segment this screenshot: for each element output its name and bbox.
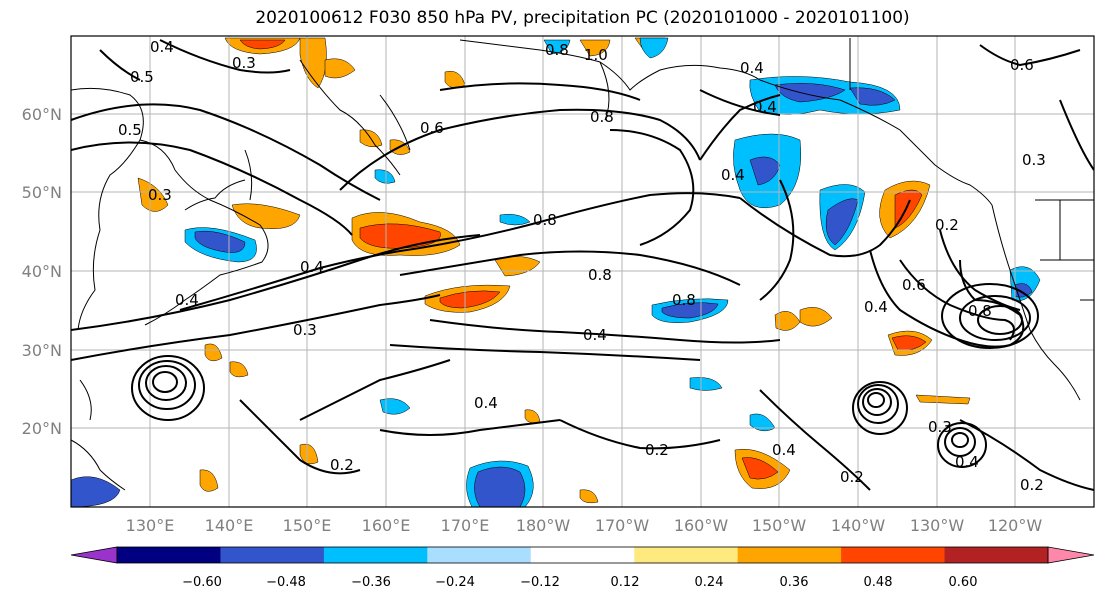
contour-label: 0.4 <box>175 291 199 309</box>
contour-label: 0.5 <box>118 121 142 139</box>
colorbar-tick-label: 0.36 <box>780 575 809 590</box>
colorbar-tick-label: −0.24 <box>435 575 475 590</box>
colorbar-extend-low <box>70 546 118 564</box>
contour-label: 0.6 <box>420 119 444 137</box>
lat-label: 30°N <box>22 341 62 360</box>
lon-label: 170°W <box>595 516 650 535</box>
colorbar-segment <box>323 547 428 563</box>
contour-label: 0.8 <box>545 41 569 59</box>
lat-label: 50°N <box>22 183 62 202</box>
colorbar-tick-labels: −0.60 −0.48 −0.36 −0.24 −0.12 0.12 0.24 … <box>182 575 977 590</box>
contour-label: 0.4 <box>772 441 796 459</box>
lon-label: 180°W <box>516 516 571 535</box>
contour-label: 0.2 <box>935 216 959 234</box>
coastlines <box>71 38 1094 491</box>
colorbar-segment <box>530 547 635 563</box>
colorbar-border <box>116 546 1049 564</box>
contour-label: 0.4 <box>753 98 777 116</box>
colorbar-segment <box>634 547 739 563</box>
colorbar-segment <box>220 547 325 563</box>
colorbar-tick-label: −0.48 <box>266 575 306 590</box>
colorbar-tick-label: 0.12 <box>611 575 640 590</box>
colorbar-tick-label: −0.60 <box>182 575 222 590</box>
lon-label: 160°W <box>674 516 729 535</box>
lat-label: 60°N <box>22 105 62 124</box>
contour-label: 0.8 <box>672 291 696 309</box>
contour-label: 0.3 <box>232 54 256 72</box>
map-border <box>70 35 1095 508</box>
map-panel: 0.4 0.3 0.5 0.5 0.6 0.8 1.0 0.8 0.4 0.6 … <box>71 36 1094 507</box>
contour-labels: 0.4 0.3 0.5 0.5 0.6 0.8 1.0 0.8 0.4 0.6 … <box>118 38 1046 494</box>
contour-label: 0.8 <box>968 302 992 320</box>
contour-label: 1.0 <box>584 46 608 64</box>
contour-label: 0.3 <box>1022 151 1046 169</box>
map-title: 2020100612 F030 850 hPa PV, precipitatio… <box>255 8 910 28</box>
contour-label: 0.5 <box>130 68 154 86</box>
latitude-labels: 60°N 50°N 40°N 30°N 20°N <box>22 105 62 438</box>
contour-label: 0.8 <box>588 266 612 284</box>
contour-label: 0.2 <box>840 468 864 486</box>
contour-label: 0.6 <box>902 276 926 294</box>
colorbar-segment <box>944 547 1049 563</box>
colorbar-segment <box>841 547 946 563</box>
contour-label: 0.4 <box>740 59 764 77</box>
contour-label: 0.8 <box>533 211 557 229</box>
lon-label: 170°E <box>441 516 490 535</box>
contour-label: 0.6 <box>1010 56 1034 74</box>
lat-label: 40°N <box>22 262 62 281</box>
colorbar-tick-label: −0.12 <box>520 575 560 590</box>
colorbar-segment <box>427 547 532 563</box>
lon-label: 140°W <box>831 516 886 535</box>
contour-label: 0.4 <box>150 38 174 56</box>
contour-label: 0.4 <box>721 166 745 184</box>
contour-label: 0.2 <box>330 456 354 474</box>
lon-label: 140°E <box>205 516 254 535</box>
contour-label: 0.2 <box>645 441 669 459</box>
lat-label: 20°N <box>22 419 62 438</box>
colorbar-segment <box>117 547 221 563</box>
lon-label: 120°W <box>988 516 1043 535</box>
lon-label: 150°E <box>283 516 332 535</box>
lon-label: 160°E <box>362 516 411 535</box>
colorbar-tick-label: 0.48 <box>864 575 893 590</box>
contour-label: 0.2 <box>1020 476 1044 494</box>
longitude-labels: 130°E 140°E 150°E 160°E 170°E 180°W 170°… <box>126 516 1043 535</box>
contour-label: 0.8 <box>590 108 614 126</box>
contour-label: 0.3 <box>148 186 172 204</box>
graticule <box>71 36 1094 507</box>
colorbar-extend-high <box>1047 546 1095 564</box>
contour-label: 0.4 <box>300 258 324 276</box>
colorbar-tick-label: 0.24 <box>695 575 724 590</box>
colorbar-tick-label: −0.36 <box>351 575 391 590</box>
colorbar <box>70 546 1095 564</box>
pv-contours <box>71 39 1094 491</box>
contour-label: 0.4 <box>583 326 607 344</box>
lon-label: 130°E <box>126 516 175 535</box>
contour-label: 0.4 <box>864 298 888 316</box>
contour-label: 0.3 <box>293 321 317 339</box>
contour-label: 0.3 <box>928 418 952 436</box>
colorbar-segment <box>737 547 842 563</box>
lon-label: 130°W <box>910 516 965 535</box>
contour-label: 0.4 <box>474 394 498 412</box>
lon-label: 150°W <box>752 516 807 535</box>
contour-label: 0.4 <box>955 453 979 471</box>
colorbar-tick-label: 0.60 <box>949 575 978 590</box>
